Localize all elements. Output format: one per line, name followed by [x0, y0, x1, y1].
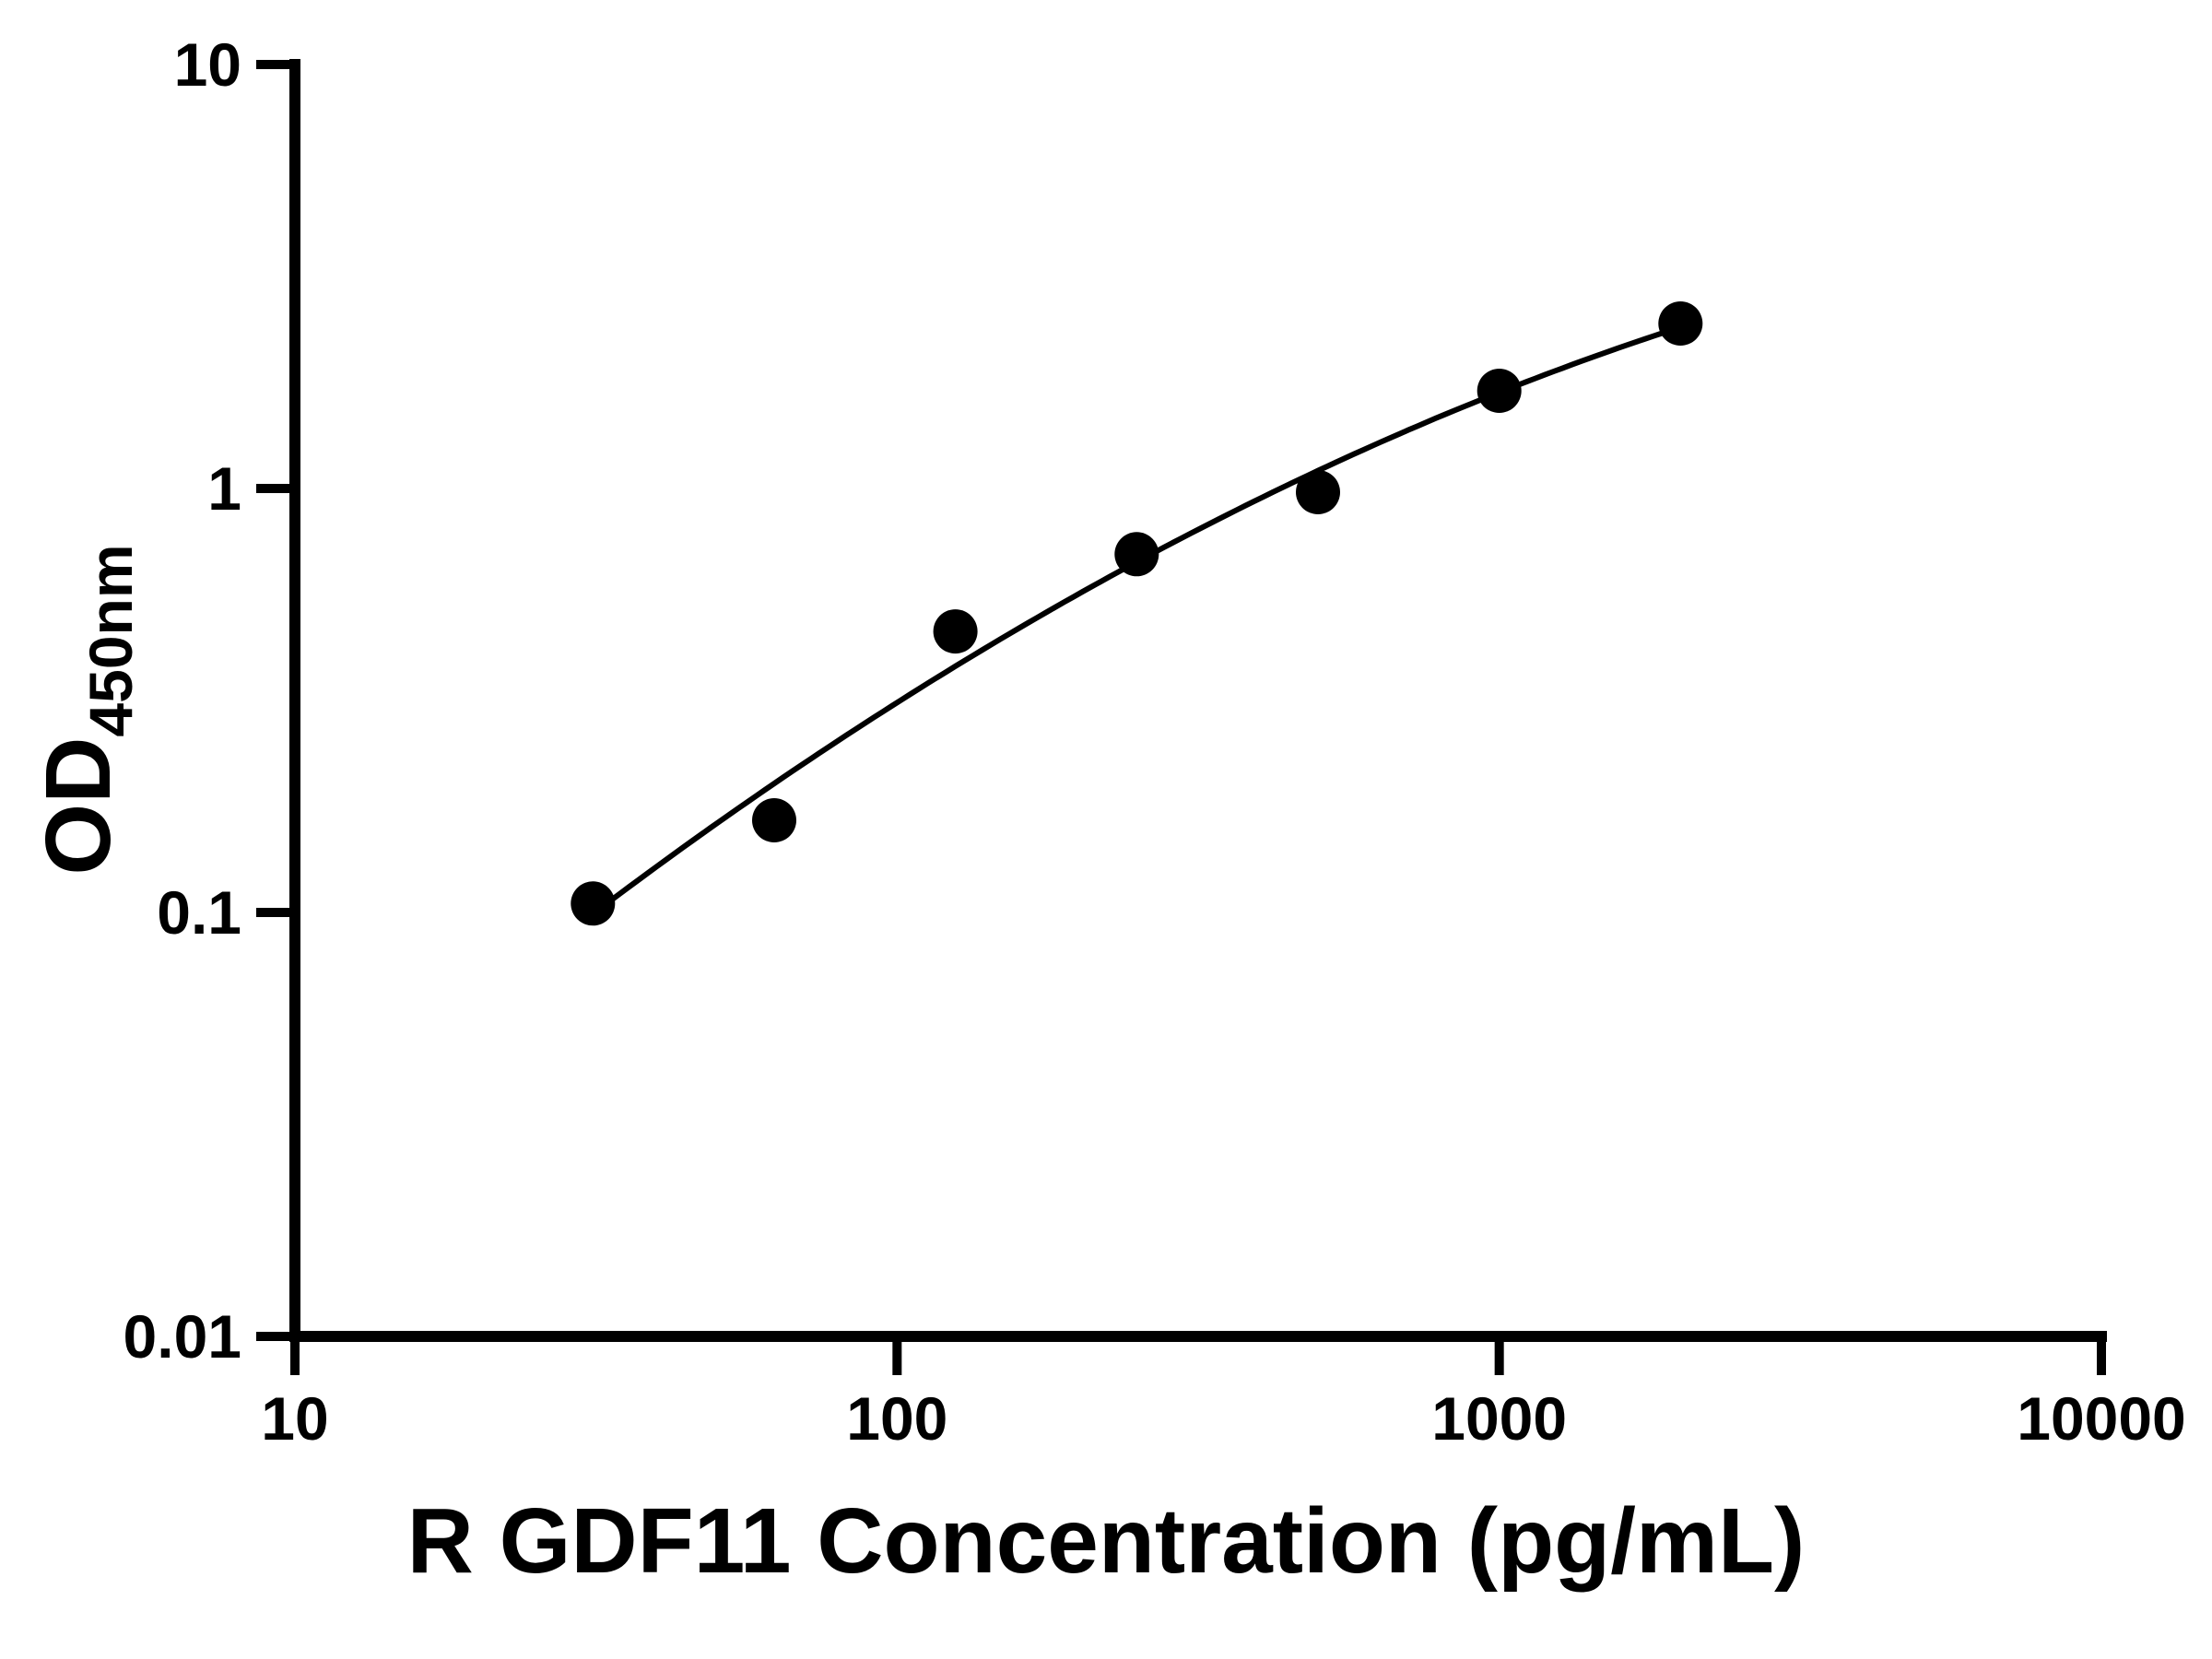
y-tick-label: 0.01	[124, 1302, 241, 1371]
y-axis-title-subscript: 450nm	[76, 544, 145, 737]
data-point	[1114, 532, 1159, 577]
x-tick-label: 10	[261, 1384, 328, 1453]
data-point	[933, 609, 978, 654]
x-axis-title: R GDF11 Concentration (pg/mL)	[406, 1489, 1806, 1593]
data-point	[752, 798, 796, 842]
x-tick-label: 100	[846, 1384, 947, 1453]
y-tick-label: 0.1	[157, 878, 241, 947]
y-tick-label: 10	[174, 30, 241, 99]
data-point	[1296, 470, 1340, 514]
data-point	[571, 881, 616, 926]
y-tick-label: 1	[207, 454, 241, 523]
data-point	[1477, 369, 1522, 413]
x-tick-label: 1000	[1431, 1384, 1567, 1453]
data-point	[1658, 301, 1703, 346]
axes	[289, 59, 2107, 1342]
y-axis-title: OD450nm	[14, 452, 145, 968]
x-tick-label: 10000	[2017, 1384, 2186, 1453]
y-axis-title-main: OD	[27, 736, 130, 876]
